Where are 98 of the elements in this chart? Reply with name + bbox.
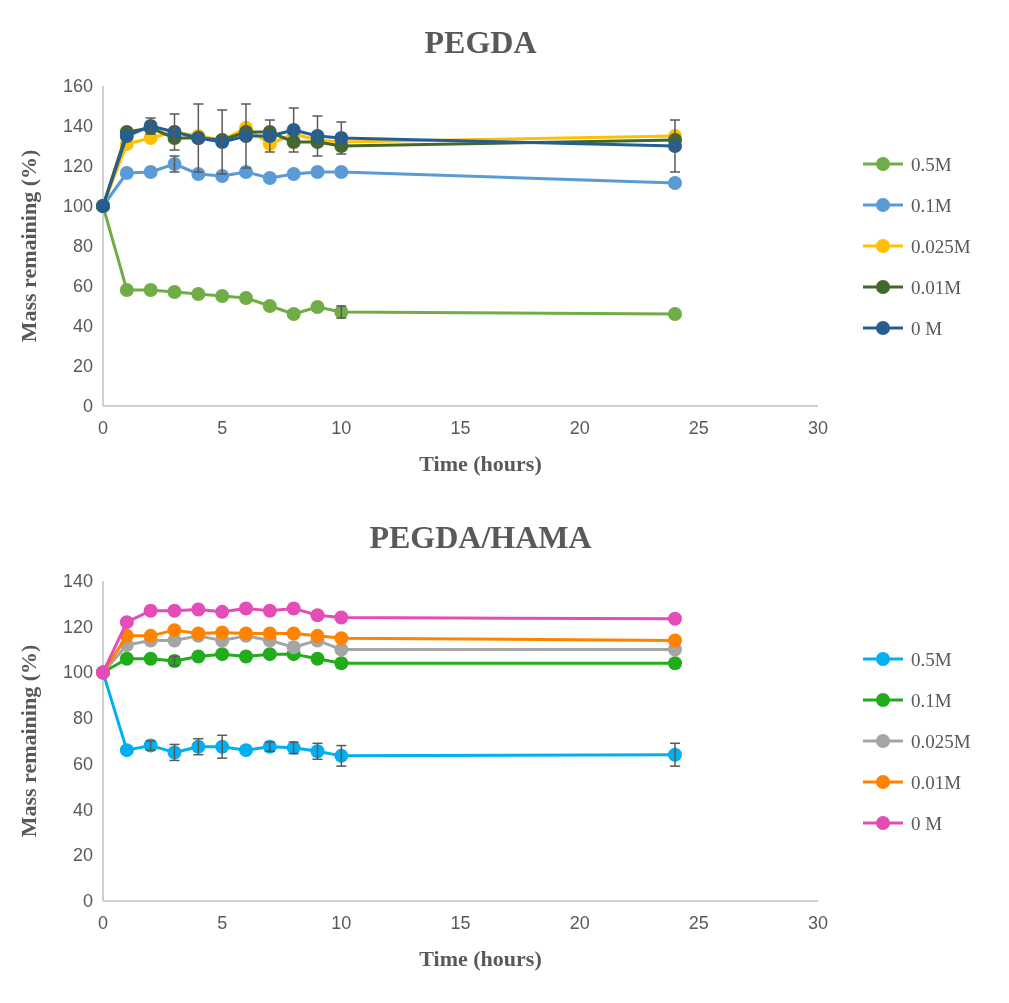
point [286, 601, 301, 616]
point [668, 176, 682, 190]
point [143, 283, 158, 297]
x-axis-title: Time (hours) [419, 946, 542, 971]
y-tick-label: 120 [62, 156, 93, 176]
point [239, 649, 253, 664]
y-tick-label: 40 [72, 799, 93, 820]
point [191, 602, 206, 617]
point [215, 647, 230, 662]
point [119, 743, 134, 758]
point [310, 300, 325, 314]
point [239, 601, 253, 616]
y-tick-label: 80 [72, 236, 93, 256]
point [668, 611, 682, 626]
legend-label: 0.5M [911, 649, 952, 670]
point [215, 289, 230, 303]
legend-label: 0.01M [911, 277, 962, 298]
legend-label: 0 M [911, 813, 943, 834]
y-tick-label: 160 [62, 76, 93, 96]
point [286, 167, 301, 181]
point [262, 603, 277, 618]
point [310, 628, 325, 643]
y-tick-label: 140 [62, 116, 93, 136]
y-tick-label: 0 [82, 396, 93, 416]
y-tick-label: 0 [82, 891, 93, 911]
point [119, 129, 134, 143]
point [239, 743, 253, 758]
point [334, 610, 349, 625]
point [239, 291, 253, 305]
point [334, 631, 349, 646]
y-tick-label: 40 [72, 316, 93, 336]
y-axis-title: Mass remaining (%) [16, 149, 41, 343]
point [215, 604, 230, 619]
legend-label: 0.01M [911, 772, 962, 793]
point [191, 649, 206, 664]
point [143, 628, 158, 643]
point [167, 603, 182, 618]
x-tick-label: 15 [450, 418, 471, 438]
point [334, 656, 349, 671]
point [668, 633, 682, 648]
y-tick-label: 100 [62, 196, 93, 216]
chart-title: PEGDA [424, 24, 537, 60]
point [286, 626, 301, 641]
legend-label: 0.025M [911, 236, 971, 257]
x-tick-label: 30 [807, 913, 829, 933]
legend-label: 0.5M [911, 154, 952, 175]
x-tick-label: 10 [331, 418, 352, 438]
point [143, 165, 158, 179]
point [167, 623, 182, 638]
point [119, 615, 134, 630]
point [143, 651, 158, 666]
point [119, 166, 134, 180]
point [286, 640, 301, 655]
point [262, 299, 277, 313]
x-tick-label: 10 [331, 913, 352, 933]
legend-label: 0 M [911, 318, 943, 339]
point [167, 285, 182, 299]
legend-label: 0.025M [911, 731, 971, 752]
point [334, 131, 349, 145]
point [668, 656, 682, 671]
x-tick-label: 15 [450, 913, 471, 933]
y-tick-label: 80 [72, 708, 93, 729]
point [310, 165, 325, 179]
point [262, 647, 277, 662]
legend-label: 0.1M [911, 690, 952, 711]
y-tick-label: 20 [72, 845, 93, 866]
legend-label: 0.1M [911, 195, 952, 216]
point [119, 283, 134, 297]
point [310, 608, 325, 623]
x-tick-label: 25 [688, 913, 709, 933]
point [262, 626, 277, 641]
y-tick-label: 60 [72, 276, 93, 296]
point [310, 651, 325, 666]
y-tick-label: 20 [72, 356, 93, 376]
x-tick-label: 0 [97, 418, 109, 438]
point [334, 165, 349, 179]
chart-title: PEGDA/HAMA [369, 519, 592, 555]
x-tick-label: 30 [807, 418, 829, 438]
y-tick-label: 140 [62, 571, 93, 591]
y-axis-title: Mass remaining (%) [16, 644, 41, 838]
point [334, 748, 349, 763]
x-tick-label: 5 [217, 913, 228, 933]
point [668, 307, 682, 321]
point [143, 603, 158, 618]
point [191, 287, 206, 301]
x-tick-label: 0 [97, 913, 109, 933]
y-tick-label: 120 [62, 616, 93, 637]
y-tick-label: 60 [72, 753, 93, 774]
point [215, 625, 230, 640]
point [262, 171, 277, 185]
x-tick-label: 25 [688, 418, 709, 438]
point [119, 651, 134, 666]
x-tick-label: 20 [569, 418, 590, 438]
y-tick-label: 100 [62, 662, 93, 683]
point [286, 307, 301, 321]
x-axis-title: Time (hours) [419, 451, 542, 476]
x-tick-label: 5 [217, 418, 228, 438]
x-tick-label: 20 [569, 913, 590, 933]
